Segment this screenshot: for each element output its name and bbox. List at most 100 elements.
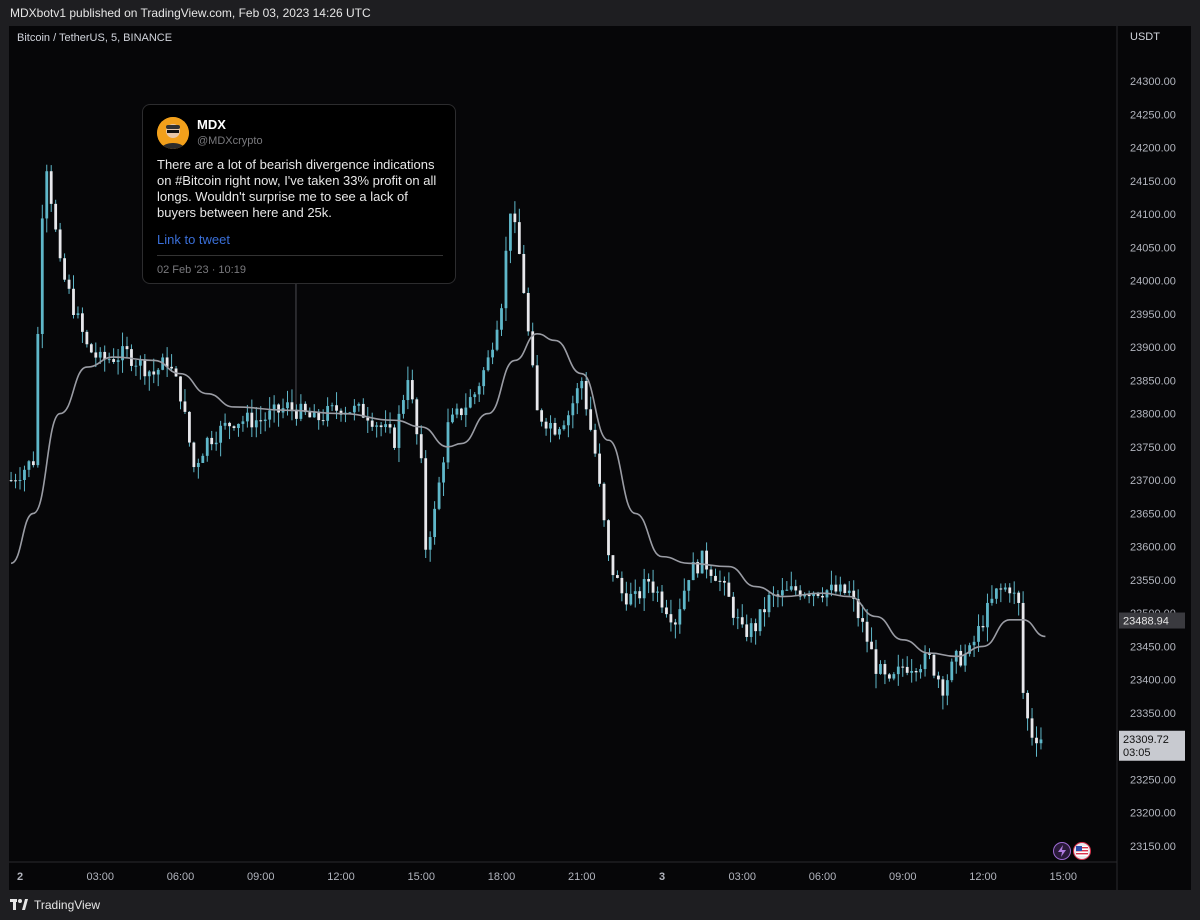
- candle-body: [968, 645, 972, 654]
- candle-body: [963, 653, 967, 666]
- indicator-badges[interactable]: [1053, 842, 1091, 860]
- candle-body: [981, 626, 985, 628]
- lightning-icon[interactable]: [1053, 842, 1071, 860]
- candle-body: [611, 555, 615, 576]
- x-tick-label: 03:00: [728, 871, 756, 883]
- candle-body: [789, 586, 793, 590]
- candle-body: [1021, 602, 1025, 693]
- candle-body: [544, 421, 548, 429]
- candle-body: [745, 624, 749, 637]
- candle-body: [843, 584, 847, 593]
- candle-body: [673, 622, 677, 625]
- y-tick-label: 23650.00: [1130, 508, 1176, 520]
- candle-body: [504, 250, 508, 309]
- tweet-card[interactable]: MDX @MDXcrypto There are a lot of bearis…: [142, 104, 456, 284]
- candle-body: [945, 680, 949, 696]
- x-tick-label: 3: [659, 871, 665, 883]
- candle-body: [295, 409, 298, 419]
- candle-body: [214, 442, 218, 445]
- candle-body: [352, 405, 356, 413]
- candle-body: [27, 461, 31, 470]
- candle-body: [134, 365, 138, 367]
- tweet-link[interactable]: Link to tweet: [157, 232, 230, 247]
- candle-body: [803, 594, 807, 597]
- candle-body: [451, 414, 454, 423]
- candle-body: [36, 333, 40, 466]
- candle-body: [665, 607, 668, 615]
- candle-body: [972, 641, 976, 646]
- candle-body: [477, 386, 481, 395]
- candle-body: [76, 313, 80, 316]
- chart-pane[interactable]: USDT 24300.00 24250.00 24200.00 24150.00 241…: [9, 26, 1191, 890]
- candle-body: [874, 649, 878, 674]
- candle-body: [455, 408, 459, 415]
- candle-body: [780, 590, 784, 596]
- candle-body: [589, 409, 593, 430]
- candle-body: [179, 376, 182, 402]
- candle-body: [370, 420, 374, 427]
- moving-average-line: [10, 332, 1046, 658]
- candle-body: [914, 670, 918, 673]
- candle-body: [201, 455, 205, 463]
- candle-body: [81, 313, 84, 332]
- candle-body: [950, 661, 954, 681]
- candle-body: [977, 626, 980, 642]
- candle-body: [620, 577, 624, 594]
- price-axis-unit: USDT: [1130, 31, 1160, 43]
- candle-body: [495, 329, 499, 350]
- x-axis-ticks: 2 03:00 06:00 09:00 12:00 15:00 18:00 21:00 3 03:…: [17, 871, 1077, 883]
- candle-body: [428, 537, 432, 550]
- candle-body: [986, 602, 989, 628]
- candle-body: [303, 403, 307, 413]
- candle-body: [415, 399, 419, 435]
- publish-header: MDXbotv1 published on TradingView.com, F…: [0, 0, 1200, 26]
- x-tick-label: 2: [17, 871, 23, 883]
- symbol-label[interactable]: Bitcoin / TetherUS, 5, BINANCE: [17, 32, 173, 44]
- candle-body: [691, 561, 695, 581]
- candle-body: [406, 380, 410, 401]
- candle-body: [473, 394, 477, 398]
- candle-body: [9, 480, 13, 482]
- candle-body: [254, 420, 258, 428]
- candle-body: [339, 410, 343, 415]
- candle-body: [107, 359, 111, 361]
- y-tick-label: 24200.00: [1130, 143, 1176, 155]
- y-tick-label: 23850.00: [1130, 375, 1176, 387]
- candle-body: [727, 582, 731, 597]
- candle-body: [624, 593, 628, 605]
- x-tick-label: 15:00: [407, 871, 435, 883]
- candle-body: [749, 623, 753, 637]
- price-chart[interactable]: USDT 24300.00 24250.00 24200.00 24150.00 241…: [9, 26, 1191, 890]
- candle-body: [616, 575, 619, 578]
- candle-body: [196, 462, 200, 468]
- candle-body: [602, 483, 606, 521]
- candle-body: [714, 575, 717, 581]
- candle-body: [379, 425, 383, 428]
- candle-body: [1035, 737, 1038, 744]
- tweet-author-handle: @MDXcrypto: [197, 135, 263, 147]
- candle-body: [575, 388, 579, 404]
- candle-body: [522, 253, 526, 293]
- candle-body: [678, 609, 682, 625]
- y-tick-label: 23600.00: [1130, 542, 1176, 554]
- candle-body: [388, 424, 392, 428]
- candle-body: [870, 641, 873, 650]
- tradingview-logo[interactable]: TradingView: [10, 898, 100, 912]
- candle-body: [98, 351, 102, 358]
- candle-body: [361, 403, 365, 418]
- candle-body: [228, 422, 231, 427]
- candle-body: [669, 614, 673, 623]
- candle-body: [188, 411, 191, 443]
- candle-body: [709, 569, 713, 576]
- y-tick-label: 23950.00: [1130, 309, 1176, 321]
- candle-body: [402, 400, 405, 414]
- candle-body: [633, 591, 637, 594]
- y-tick-label: 23550.00: [1130, 575, 1176, 587]
- candle-body: [754, 623, 758, 632]
- candle-body: [758, 609, 762, 632]
- candle-body: [731, 596, 735, 618]
- candle-body: [923, 653, 927, 670]
- us-flag-icon[interactable]: [1073, 842, 1091, 860]
- candle-body: [335, 405, 338, 411]
- countdown-label: 03:05: [1123, 747, 1151, 759]
